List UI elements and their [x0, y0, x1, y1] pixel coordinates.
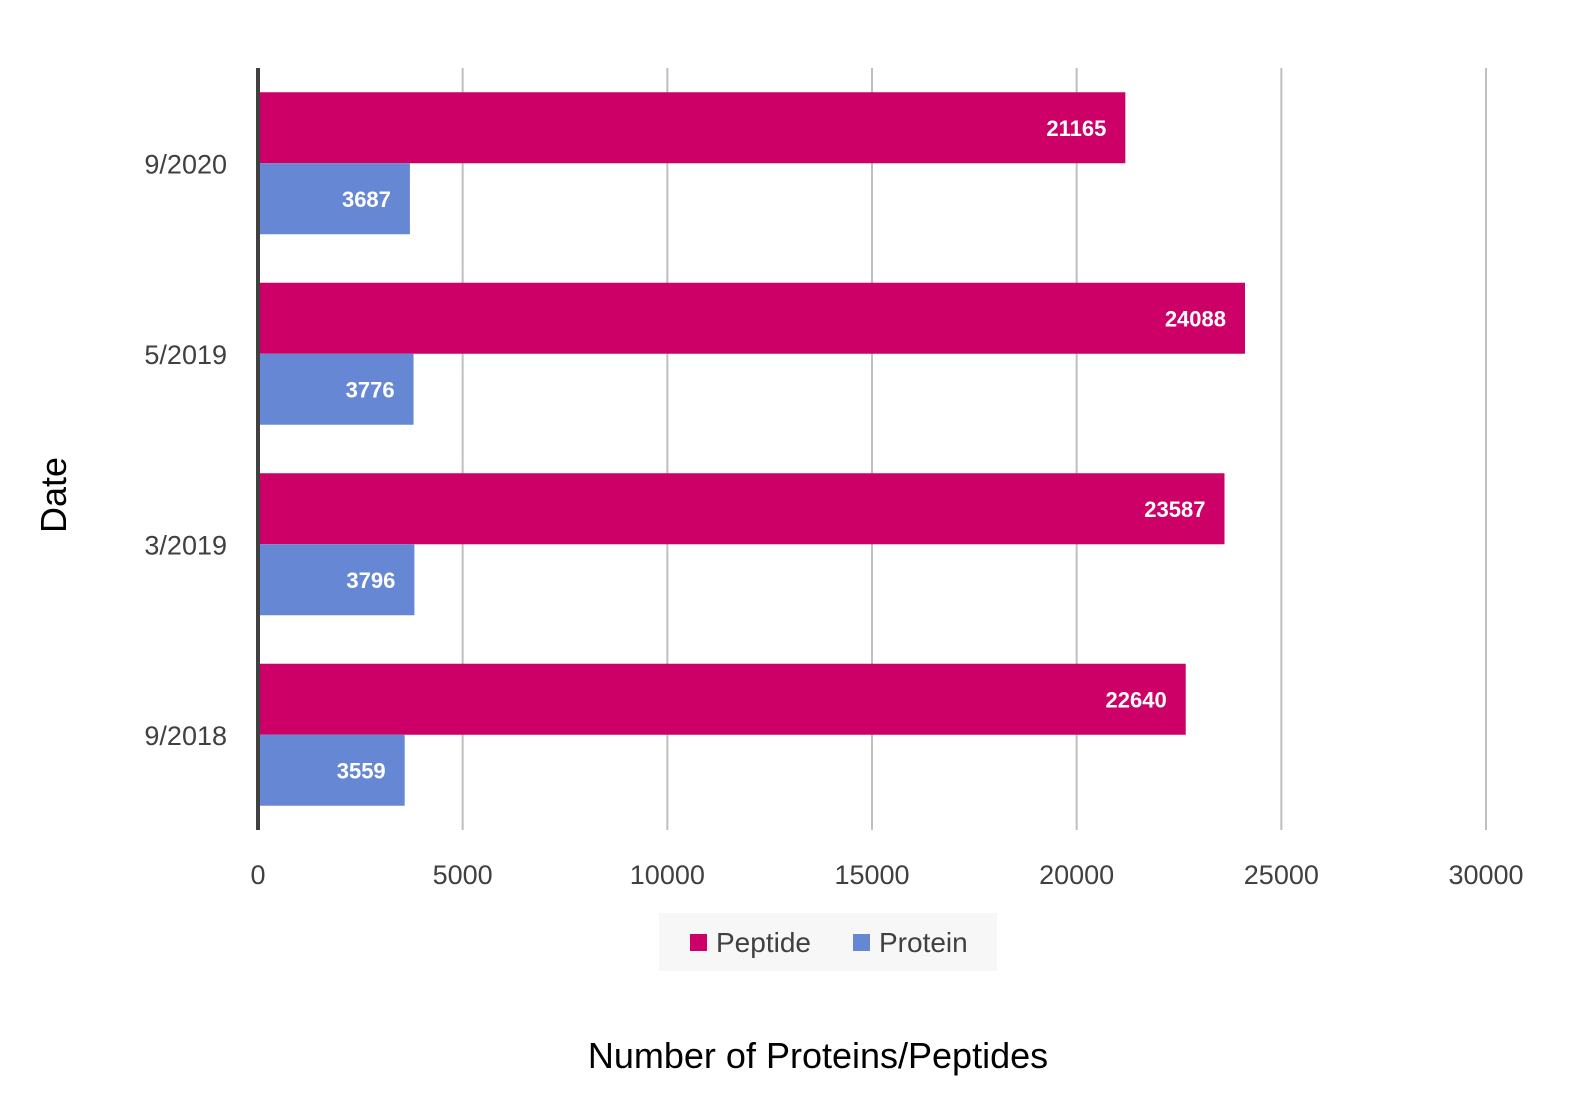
bar-peptide-9-2018	[259, 663, 1186, 735]
y-category-label: 9/2020	[144, 149, 227, 179]
bar-protein-3-2019	[259, 544, 415, 616]
data-label: 3796	[346, 568, 395, 593]
x-tick-label: 15000	[834, 860, 909, 890]
bar-protein-9-2018	[259, 734, 405, 806]
bar-protein-9-2020	[259, 163, 410, 235]
data-label: 24088	[1165, 306, 1226, 331]
bar-peptide-5-2019	[259, 282, 1246, 354]
x-tick-label: 25000	[1244, 860, 1319, 890]
legend-swatch-protein	[853, 934, 870, 951]
data-label: 3559	[337, 758, 386, 783]
y-category-label: 3/2019	[144, 530, 227, 560]
legend-label-protein: Protein	[879, 927, 968, 958]
x-tick-label: 30000	[1448, 860, 1523, 890]
bar-peptide-9-2020	[259, 92, 1126, 164]
data-label: 3687	[342, 187, 391, 212]
y-category-label: 5/2019	[144, 340, 227, 370]
x-tick-label: 5000	[433, 860, 493, 890]
y-axis-title: Date	[33, 457, 74, 533]
x-tick-label: 10000	[630, 860, 705, 890]
legend-swatch-peptide	[690, 934, 707, 951]
x-axis-title: Number of Proteins/Peptides	[588, 1035, 1048, 1076]
x-tick-label: 20000	[1039, 860, 1114, 890]
data-label: 23587	[1144, 497, 1205, 522]
bar-protein-5-2019	[259, 353, 414, 425]
data-label: 21165	[1046, 116, 1106, 141]
legend-label-peptide: Peptide	[716, 927, 811, 958]
bar-peptide-3-2019	[259, 473, 1225, 545]
data-label: 3776	[346, 377, 395, 402]
bars: 21165 3687 24088 3776 23587 3796 22640 3559	[259, 92, 1246, 806]
legend-background	[659, 913, 997, 971]
legend: Peptide Protein	[659, 913, 997, 971]
y-axis-categories: 9/2020 5/2019 3/2019 9/2018	[144, 149, 227, 751]
data-label: 22640	[1106, 687, 1167, 712]
y-category-label: 9/2018	[144, 721, 227, 751]
x-axis-ticks: 0 5000 10000 15000 20000 25000 30000	[250, 860, 1523, 890]
x-tick-label: 0	[250, 860, 265, 890]
